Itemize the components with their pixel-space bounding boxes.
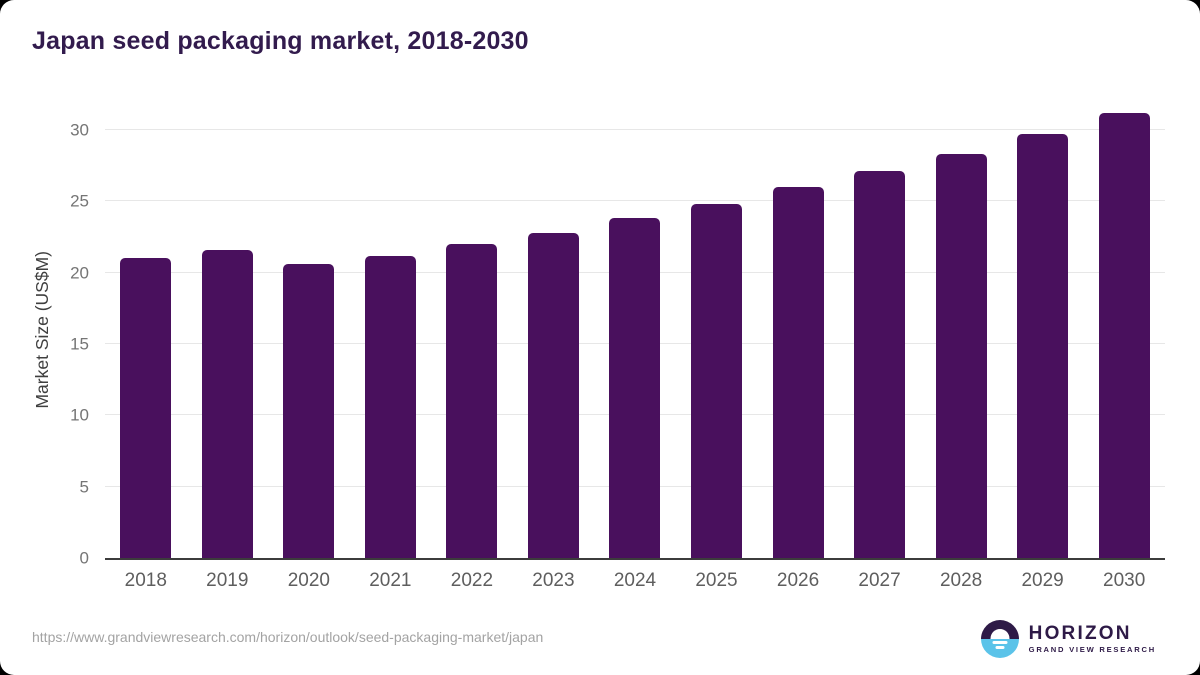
bar xyxy=(446,244,498,558)
x-tick-label: 2030 xyxy=(1103,570,1146,591)
bar-column xyxy=(594,100,676,558)
bar xyxy=(283,264,335,558)
y-tick-label: 30 xyxy=(70,120,89,140)
y-tick-label: 20 xyxy=(70,263,89,283)
bar xyxy=(609,218,661,558)
bar-column xyxy=(920,100,1002,558)
water-ripple xyxy=(992,641,1008,644)
bar-column xyxy=(676,100,758,558)
bar xyxy=(854,171,906,558)
x-tick-label: 2020 xyxy=(287,570,330,591)
y-tick-label: 5 xyxy=(79,477,89,497)
bar xyxy=(201,249,253,558)
bar-column xyxy=(1083,100,1165,558)
y-tick-label: 0 xyxy=(79,548,89,568)
x-tick-label: 2018 xyxy=(124,570,167,591)
page-title: Japan seed packaging market, 2018-2030 xyxy=(32,27,529,55)
x-tick-label: 2021 xyxy=(369,570,412,591)
sun-shape xyxy=(990,629,1010,639)
water-ripple xyxy=(995,646,1005,649)
bar xyxy=(1098,112,1150,558)
y-axis-title: Market Size (US$M) xyxy=(31,251,52,409)
y-axis-title-wrap: Market Size (US$M) xyxy=(30,100,54,560)
plot-area: 0 5 10 15 20 25 30 xyxy=(70,100,1165,567)
x-tick-label: 2028 xyxy=(939,570,983,591)
x-tick-label: 2026 xyxy=(776,570,820,591)
bar-column xyxy=(839,100,921,558)
y-tick-label: 10 xyxy=(70,405,89,425)
x-tick-label: 2029 xyxy=(1021,570,1064,591)
x-tick-label: 2027 xyxy=(858,570,901,591)
brand-name: HORIZON xyxy=(1028,622,1132,644)
bar-column xyxy=(268,100,350,558)
bar-column xyxy=(431,100,513,558)
bar-column xyxy=(105,100,187,558)
brand-text: HORIZON GRAND VIEW RESEARCH xyxy=(1028,622,1156,655)
source-url: https://www.grandviewresearch.com/horizo… xyxy=(32,629,544,645)
bar-column xyxy=(350,100,432,558)
x-tick-label: 2022 xyxy=(450,570,494,591)
bar xyxy=(772,187,824,558)
bar xyxy=(935,154,987,558)
sun-over-water-icon xyxy=(980,620,1019,658)
bar xyxy=(527,232,579,558)
bar-column xyxy=(187,100,269,558)
bar-series xyxy=(105,100,1165,558)
y-tick-label: 15 xyxy=(70,334,89,354)
bar-column xyxy=(513,100,595,558)
bar-column xyxy=(757,100,839,558)
gridline xyxy=(105,128,1165,130)
bar xyxy=(364,255,416,558)
x-tick-label: 2023 xyxy=(532,570,575,591)
bar xyxy=(690,204,742,558)
brand-logo: HORIZON GRAND VIEW RESEARCH xyxy=(980,620,1156,658)
gridline xyxy=(105,200,1165,202)
y-tick-label: 25 xyxy=(70,191,89,211)
x-tick-label: 2024 xyxy=(613,570,657,591)
x-axis-labels: 2018 2019 2020 2021 2022 2023 2024 2025 2026 2027… xyxy=(105,570,1165,592)
bar xyxy=(1017,134,1069,558)
bar-column xyxy=(1002,100,1084,558)
x-tick-label: 2025 xyxy=(695,570,738,591)
x-tick-label: 2019 xyxy=(206,570,249,591)
brand-subtitle: GRAND VIEW RESEARCH xyxy=(1028,645,1156,655)
bar xyxy=(120,258,172,558)
